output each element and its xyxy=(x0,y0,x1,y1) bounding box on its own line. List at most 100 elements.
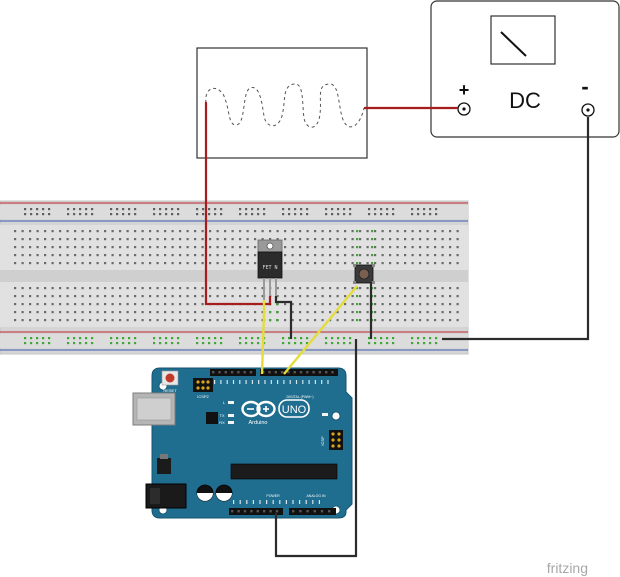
terminal-hole xyxy=(96,319,99,322)
silkscreen-pin-labels xyxy=(214,380,329,504)
rail-hole xyxy=(263,213,266,216)
terminal-hole xyxy=(171,262,174,265)
digital-pin xyxy=(268,371,271,374)
terminal-hole xyxy=(239,230,242,233)
rail-hole xyxy=(196,337,199,340)
terminal-hole xyxy=(359,230,362,233)
terminal-hole xyxy=(179,303,182,306)
terminal-hole xyxy=(441,246,444,249)
rail-hole xyxy=(263,208,266,211)
terminal-hole xyxy=(336,262,339,265)
rail-hole xyxy=(24,208,27,211)
rail-hole xyxy=(165,208,168,211)
terminal-hole xyxy=(291,319,294,322)
terminal-hole xyxy=(306,311,309,314)
silk-mark xyxy=(214,380,216,384)
rail-hole xyxy=(325,208,328,211)
terminal-hole xyxy=(14,246,17,249)
terminal-hole xyxy=(44,238,47,241)
terminal-hole xyxy=(419,303,422,306)
terminal-hole xyxy=(171,287,174,290)
push-button xyxy=(353,264,375,284)
rail-hole xyxy=(386,208,389,211)
terminal-hole xyxy=(171,254,174,257)
terminal-hole xyxy=(141,295,144,298)
terminal-hole xyxy=(224,319,227,322)
rail-hole xyxy=(239,208,242,211)
terminal-hole xyxy=(411,230,414,233)
rail-hole xyxy=(36,213,39,216)
terminal-hole xyxy=(36,295,39,298)
terminal-hole xyxy=(119,287,122,290)
terminal-hole xyxy=(291,238,294,241)
terminal-hole xyxy=(291,303,294,306)
rail-hole xyxy=(282,342,285,345)
terminal-hole xyxy=(419,246,422,249)
terminal-hole xyxy=(254,262,257,265)
terminal-hole xyxy=(74,246,77,249)
terminal-hole xyxy=(366,295,369,298)
terminal-hole xyxy=(344,319,347,322)
rail-hole xyxy=(343,213,346,216)
digital-pin xyxy=(243,371,246,374)
terminal-hole xyxy=(359,262,362,265)
terminal-hole xyxy=(216,230,219,233)
terminal-hole xyxy=(366,246,369,249)
rail-hole xyxy=(411,213,414,216)
rail-hole xyxy=(251,213,254,216)
rail-hole xyxy=(337,337,340,340)
meter-needle xyxy=(500,31,527,57)
terminal-hole xyxy=(404,262,407,265)
terminal-hole xyxy=(374,230,377,233)
terminal-hole xyxy=(216,319,219,322)
rail-hole xyxy=(73,208,76,211)
terminal-hole xyxy=(254,295,257,298)
terminal-hole xyxy=(171,295,174,298)
rail-hole xyxy=(208,342,211,345)
terminal-hole xyxy=(14,303,17,306)
terminal-hole xyxy=(126,230,129,233)
terminal-hole xyxy=(329,254,332,257)
terminal-hole xyxy=(51,303,54,306)
terminal-hole xyxy=(186,303,189,306)
terminal-hole xyxy=(389,303,392,306)
rail-hole xyxy=(386,213,389,216)
rail-hole xyxy=(30,208,33,211)
terminal-hole xyxy=(449,295,452,298)
connected-hole xyxy=(276,311,279,314)
terminal-hole xyxy=(164,238,167,241)
terminal-hole xyxy=(404,246,407,249)
terminal-hole xyxy=(119,295,122,298)
rail-hole xyxy=(79,208,82,211)
rail-hole xyxy=(349,342,352,345)
rail-hole xyxy=(411,337,414,340)
terminal-hole xyxy=(321,254,324,257)
silk-mark xyxy=(232,380,235,384)
terminal-hole xyxy=(254,238,257,241)
rail-hole xyxy=(423,342,426,345)
terminal-hole xyxy=(149,246,152,249)
rail-hole xyxy=(85,208,88,211)
terminal-hole xyxy=(29,303,32,306)
terminal-hole xyxy=(284,238,287,241)
rail-hole xyxy=(288,213,291,216)
terminal-hole xyxy=(411,238,414,241)
terminal-hole xyxy=(164,262,167,265)
terminal-hole xyxy=(44,230,47,233)
terminal-hole xyxy=(344,246,347,249)
rail-hole xyxy=(196,213,199,216)
terminal-hole xyxy=(396,319,399,322)
terminal-hole xyxy=(411,254,414,257)
terminal-hole xyxy=(299,262,302,265)
terminal-hole xyxy=(141,319,144,322)
terminal-hole xyxy=(276,230,279,233)
terminal-hole xyxy=(134,246,137,249)
terminal-hole xyxy=(441,319,444,322)
analog-label: ANALOG IN xyxy=(306,494,326,498)
terminal-hole xyxy=(201,262,204,265)
rail-hole xyxy=(251,208,254,211)
terminal-hole xyxy=(456,230,459,233)
terminal-hole xyxy=(111,295,114,298)
terminal-hole xyxy=(306,319,309,322)
terminal-hole xyxy=(299,238,302,241)
